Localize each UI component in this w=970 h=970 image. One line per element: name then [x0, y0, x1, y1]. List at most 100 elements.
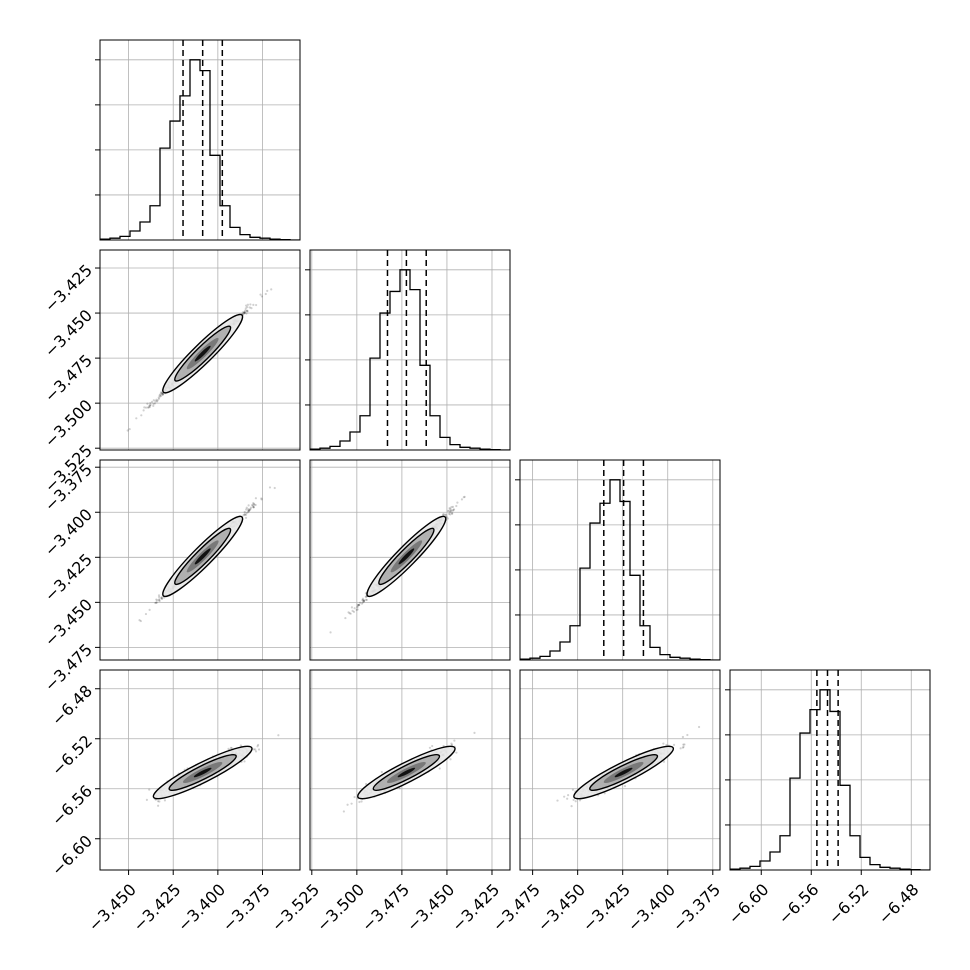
scatter-point [144, 406, 148, 409]
scatter-point [697, 725, 701, 729]
scatter-point [161, 392, 165, 395]
scatter-point [572, 798, 575, 801]
scatter-point [154, 601, 157, 605]
scatter-point [246, 509, 250, 512]
scatter-point [143, 406, 146, 409]
scatter-point [255, 303, 258, 307]
scatter-point [356, 608, 359, 611]
scatter-point [277, 734, 280, 737]
scatter-layer [126, 288, 273, 432]
scatter-point [451, 505, 455, 508]
scatter-point [683, 743, 686, 746]
scatter-point [438, 767, 441, 770]
scatter-point [348, 612, 351, 615]
scatter-point [566, 797, 569, 800]
scatter-layer [329, 495, 466, 634]
scatter-point [448, 506, 451, 510]
scatter-point [252, 501, 255, 505]
scatter-point [239, 744, 242, 747]
scatter-point [358, 800, 361, 804]
scatter-point [158, 595, 161, 599]
scatter-point [451, 509, 454, 512]
scatter-point [362, 599, 366, 602]
scatter-point [362, 599, 365, 603]
scatter-point [353, 607, 356, 610]
scatter-point [254, 503, 257, 507]
scatter-point [159, 395, 162, 398]
scatter-point [446, 509, 450, 513]
scatter-point [273, 486, 276, 490]
axes-frame [309, 459, 511, 661]
scatter-point [159, 393, 162, 396]
scatter-point [146, 402, 149, 405]
scatter-point [329, 631, 332, 634]
scatter-point [450, 742, 453, 745]
scatter-point [155, 400, 159, 403]
axes-frame [99, 459, 301, 661]
scatter-point [473, 731, 476, 735]
scatter-point [252, 303, 255, 306]
scatter-point [364, 595, 367, 598]
scatter-point [254, 497, 257, 500]
scatter-point [246, 303, 250, 306]
scatter-point [156, 599, 159, 602]
scatter-point [447, 512, 451, 515]
scatter-point [351, 609, 354, 612]
scatter-point [245, 304, 248, 307]
scatter-point [155, 398, 158, 401]
scatter-point [350, 802, 353, 805]
scatter-point [139, 619, 142, 623]
scatter-point [350, 606, 354, 609]
scatter-point [450, 743, 454, 746]
scatter-point [260, 498, 263, 501]
scatter-point [682, 743, 685, 746]
scatter-point [243, 311, 246, 315]
scatter-point [342, 810, 345, 813]
scatter-point [453, 739, 456, 742]
scatter-point [149, 403, 152, 406]
scatter-point [161, 393, 164, 396]
scatter-point [160, 394, 163, 397]
scatter-point [563, 795, 566, 798]
scatter-point [359, 601, 362, 604]
scatter-point [243, 513, 246, 516]
scatter-point [449, 507, 452, 511]
scatter-point [260, 497, 263, 500]
scatter-point [152, 402, 155, 406]
scatter-point [146, 406, 150, 409]
scatter-point [243, 311, 246, 314]
axes-frame [99, 39, 301, 241]
scatter-point [349, 612, 352, 615]
scatter-point [160, 596, 163, 599]
scatter-point [249, 507, 252, 511]
scatter-point [148, 404, 151, 407]
scatter-point [446, 517, 450, 520]
scatter-panel-2-0 [95, 459, 301, 661]
scatter-point [570, 805, 573, 808]
scatter-point [449, 758, 452, 761]
axes-frame [309, 249, 511, 451]
scatter-point [442, 513, 445, 516]
scatter-point [254, 750, 258, 753]
scatter-point [270, 288, 273, 291]
scatter-point [266, 289, 269, 292]
axes-frame [729, 669, 931, 871]
scatter-point [158, 599, 161, 602]
scatter-point [380, 770, 383, 774]
scatter-point [451, 512, 454, 515]
scatter-point [158, 598, 161, 601]
scatter-point [230, 747, 233, 750]
scatter-point [364, 598, 368, 601]
scatter-point [243, 510, 246, 514]
scatter-point [603, 792, 606, 795]
scatter-point [155, 601, 158, 604]
scatter-point [450, 506, 453, 509]
scatter-point [245, 312, 248, 315]
scatter-point [249, 506, 253, 509]
scatter-point [148, 406, 151, 409]
scatter-point [672, 743, 676, 746]
scatter-point [241, 311, 244, 314]
scatter-point [247, 504, 250, 507]
scatter-point [571, 788, 575, 791]
scatter-point [398, 787, 401, 790]
